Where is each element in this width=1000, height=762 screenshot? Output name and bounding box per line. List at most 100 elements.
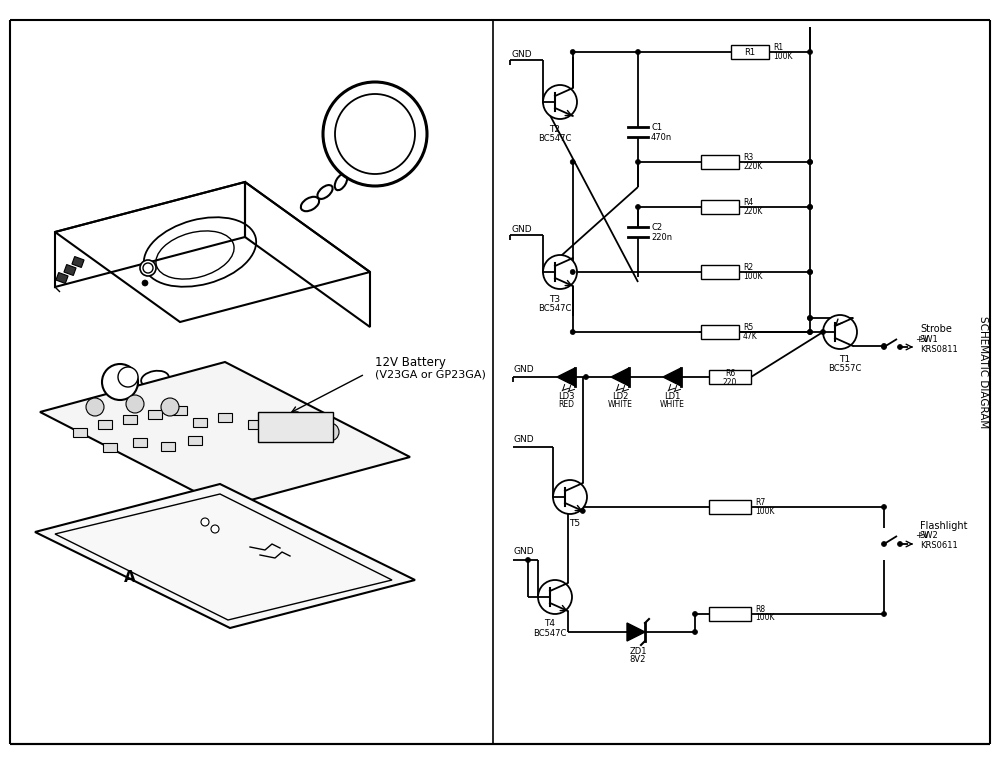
Bar [173, 405, 187, 415]
Text: R7: R7 [755, 498, 765, 507]
Text: 100K: 100K [773, 52, 792, 60]
Bar [273, 425, 287, 434]
Text: GND: GND [513, 364, 534, 373]
Circle shape [636, 204, 640, 210]
Circle shape [161, 398, 179, 416]
Circle shape [584, 374, 588, 379]
Circle shape [882, 542, 887, 546]
Text: T2: T2 [550, 124, 560, 133]
Text: R5: R5 [743, 322, 753, 331]
Text: 12V Battery: 12V Battery [375, 356, 446, 369]
Text: Strobe: Strobe [920, 324, 952, 334]
Text: WHITE: WHITE [608, 399, 632, 408]
Text: R1: R1 [773, 43, 783, 52]
Circle shape [820, 329, 826, 335]
Circle shape [553, 480, 587, 514]
Circle shape [882, 504, 887, 510]
Text: GND: GND [513, 434, 534, 443]
Circle shape [201, 518, 209, 526]
Bar [701, 200, 739, 214]
Text: 100K: 100K [755, 613, 774, 623]
Bar [64, 264, 76, 276]
Text: T4: T4 [544, 620, 556, 629]
Text: LD3: LD3 [558, 392, 574, 401]
Text: R1: R1 [744, 47, 756, 56]
Text: ZD1: ZD1 [629, 646, 647, 655]
Circle shape [808, 315, 812, 321]
Bar [98, 420, 112, 428]
Circle shape [808, 159, 812, 165]
Polygon shape [611, 368, 629, 386]
Bar [148, 409, 162, 418]
Text: C1: C1 [651, 123, 662, 132]
Text: R4: R4 [743, 197, 753, 207]
Bar [701, 265, 739, 279]
Bar [72, 257, 84, 267]
Circle shape [323, 82, 427, 186]
Text: 220K: 220K [743, 162, 762, 171]
Text: (V23GA or GP23GA): (V23GA or GP23GA) [375, 369, 486, 379]
Circle shape [808, 270, 812, 274]
Bar [73, 427, 87, 437]
Text: RED: RED [558, 399, 574, 408]
Circle shape [538, 580, 572, 614]
Text: 470n: 470n [651, 133, 672, 142]
Text: A: A [124, 569, 136, 584]
Circle shape [580, 508, 585, 514]
Text: WHITE: WHITE [660, 399, 684, 408]
Bar [731, 45, 769, 59]
Text: 100K: 100K [743, 271, 763, 280]
Circle shape [140, 260, 156, 276]
Circle shape [118, 367, 138, 387]
Text: SW1: SW1 [920, 335, 939, 344]
Text: 8V2: 8V2 [630, 655, 646, 664]
Bar [701, 325, 739, 339]
Polygon shape [40, 362, 410, 507]
Circle shape [636, 50, 640, 55]
Circle shape [808, 204, 812, 210]
Bar [701, 155, 739, 169]
Circle shape [211, 525, 219, 533]
Bar [161, 441, 175, 450]
Circle shape [808, 204, 812, 210]
Bar [709, 500, 751, 514]
Text: R2: R2 [743, 262, 753, 271]
Circle shape [808, 329, 812, 335]
Text: 47K: 47K [743, 331, 758, 341]
Text: R8: R8 [755, 604, 765, 613]
Circle shape [526, 558, 530, 562]
Circle shape [321, 423, 339, 441]
Circle shape [808, 270, 812, 274]
Circle shape [570, 329, 575, 335]
Circle shape [882, 344, 887, 350]
Circle shape [335, 94, 415, 174]
Circle shape [692, 629, 698, 635]
Circle shape [882, 611, 887, 616]
Circle shape [142, 280, 148, 286]
Text: KRS0611: KRS0611 [920, 542, 958, 550]
Circle shape [898, 542, 902, 546]
Bar [56, 273, 68, 283]
Circle shape [808, 50, 812, 55]
Bar [709, 607, 751, 621]
Bar [133, 437, 147, 447]
Circle shape [808, 315, 812, 321]
Bar [709, 370, 751, 384]
Bar [188, 436, 202, 444]
Bar [123, 415, 137, 424]
Text: KRS0811: KRS0811 [920, 344, 958, 354]
Text: +V: +V [915, 335, 929, 344]
Text: GND: GND [512, 225, 533, 233]
Circle shape [823, 315, 857, 349]
Text: LD2: LD2 [612, 392, 628, 401]
Circle shape [570, 50, 575, 55]
Text: 220n: 220n [651, 232, 672, 242]
Text: BC547C: BC547C [533, 629, 567, 638]
Circle shape [570, 159, 575, 165]
Circle shape [636, 159, 640, 165]
Text: Flashlight: Flashlight [920, 521, 968, 531]
Circle shape [86, 398, 104, 416]
Text: R3: R3 [743, 152, 753, 162]
Circle shape [102, 364, 138, 400]
Text: +V: +V [915, 532, 929, 540]
